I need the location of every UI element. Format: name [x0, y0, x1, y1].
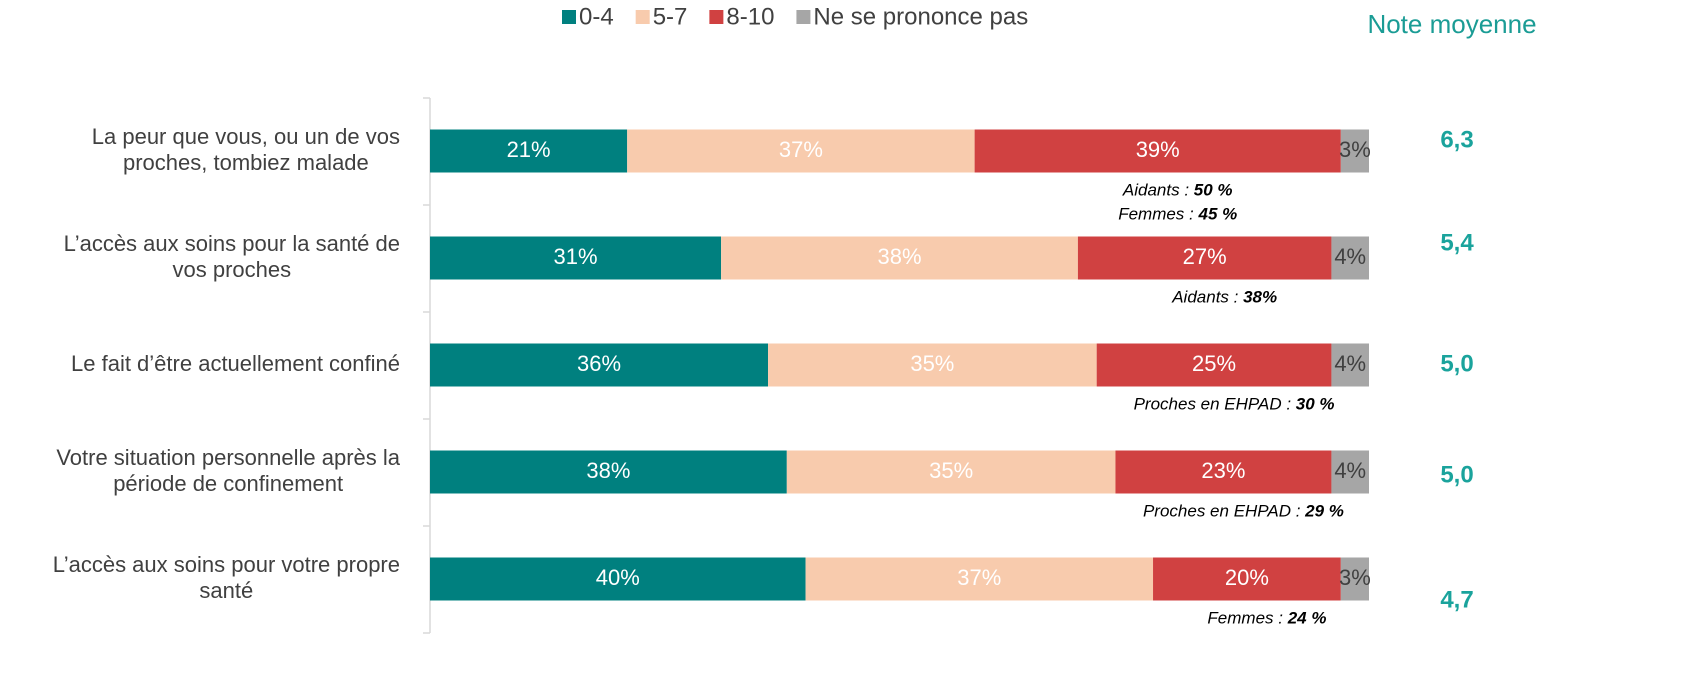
mean-value: 6,3 [1440, 126, 1473, 153]
value-label: 38% [586, 458, 630, 483]
bar-segment [430, 450, 787, 494]
annotation-text: Aidants : [1122, 181, 1194, 200]
annotation: Femmes : 24 % [1207, 609, 1326, 628]
annotation-value: 45 % [1197, 205, 1237, 224]
bar-segment [721, 236, 1078, 280]
bar-segment [1331, 343, 1369, 387]
bar-segment [974, 129, 1341, 173]
legend-label: 5-7 [653, 3, 688, 30]
bar-segment [786, 450, 1116, 494]
value-label: 35% [910, 351, 954, 376]
mean-value: 5,0 [1440, 461, 1473, 488]
annotation-text: Femmes : [1118, 205, 1198, 224]
value-label: 40% [596, 565, 640, 590]
bar-segment [1340, 557, 1369, 601]
value-label: 31% [554, 244, 598, 269]
category-label: santé [199, 578, 253, 603]
category-label: Le fait d’être actuellement confiné [71, 351, 400, 376]
annotation: Proches en EHPAD : 29 % [1143, 502, 1344, 521]
value-label: 27% [1183, 244, 1227, 269]
value-label: 38% [877, 244, 921, 269]
annotation: Aidants : 50 % [1122, 181, 1233, 200]
value-label: 36% [577, 351, 621, 376]
category-label: proches, tombiez malade [123, 150, 369, 175]
annotation-text: Femmes : [1207, 609, 1287, 628]
bar-segment [1115, 450, 1332, 494]
value-label: 4% [1334, 458, 1366, 483]
category-label: L’accès aux soins pour votre propre [53, 552, 400, 577]
annotation-value: 38% [1243, 288, 1277, 307]
bar-segment [1331, 236, 1369, 280]
value-label: 3% [1339, 565, 1371, 590]
annotation-value: 30 % [1296, 395, 1335, 414]
bar-segment [1340, 129, 1369, 173]
annotation-value: 24 % [1287, 609, 1327, 628]
legend-label: 0-4 [579, 3, 614, 30]
category-label: Votre situation personnelle après la [56, 445, 400, 470]
annotation: Proches en EHPAD : 30 % [1134, 395, 1335, 414]
bar-segment [430, 129, 628, 173]
category-label: vos proches [173, 257, 292, 282]
bar-segment [627, 129, 975, 173]
value-label: 37% [957, 565, 1001, 590]
bar-segment [1153, 557, 1341, 601]
value-label: 25% [1192, 351, 1236, 376]
legend-label: Ne se prononce pas [813, 3, 1028, 30]
annotation: Femmes : 45 % [1118, 205, 1237, 224]
bar-segment [430, 557, 806, 601]
mean-title: Note moyenne [1367, 9, 1536, 39]
bar-segment [430, 343, 769, 387]
annotation: Aidants : 38% [1171, 288, 1277, 307]
annotation-value: 29 % [1304, 502, 1344, 521]
value-label: 4% [1334, 351, 1366, 376]
value-label: 35% [929, 458, 973, 483]
bar-segment [1077, 236, 1332, 280]
annotation-value: 50 % [1194, 181, 1233, 200]
annotation-text: Aidants : [1171, 288, 1243, 307]
legend-swatch [796, 10, 811, 24]
value-label: 20% [1225, 565, 1269, 590]
legend-label: 8-10 [726, 3, 774, 30]
mean-value: 5,0 [1440, 350, 1473, 377]
category-label: période de confinement [113, 471, 343, 496]
value-label: 39% [1136, 137, 1180, 162]
value-label: 37% [779, 137, 823, 162]
bar-segment [805, 557, 1154, 601]
mean-value: 4,7 [1440, 586, 1473, 613]
annotation-text: Proches en EHPAD : [1134, 395, 1296, 414]
legend-swatch [709, 10, 724, 24]
bar-segment [1096, 343, 1332, 387]
bar-segment [768, 343, 1097, 387]
mean-value: 5,4 [1440, 229, 1474, 256]
value-label: 4% [1334, 244, 1366, 269]
legend-swatch [562, 10, 576, 24]
bar-segment [430, 236, 722, 280]
value-label: 23% [1201, 458, 1245, 483]
category-label: La peur que vous, ou un de vos [92, 124, 400, 149]
category-label: L’accès aux soins pour la santé de [64, 231, 400, 256]
value-label: 3% [1339, 137, 1371, 162]
value-label: 21% [507, 137, 551, 162]
bar-segment [1331, 450, 1369, 494]
annotation-text: Proches en EHPAD : [1143, 502, 1305, 521]
legend-swatch [635, 10, 650, 24]
